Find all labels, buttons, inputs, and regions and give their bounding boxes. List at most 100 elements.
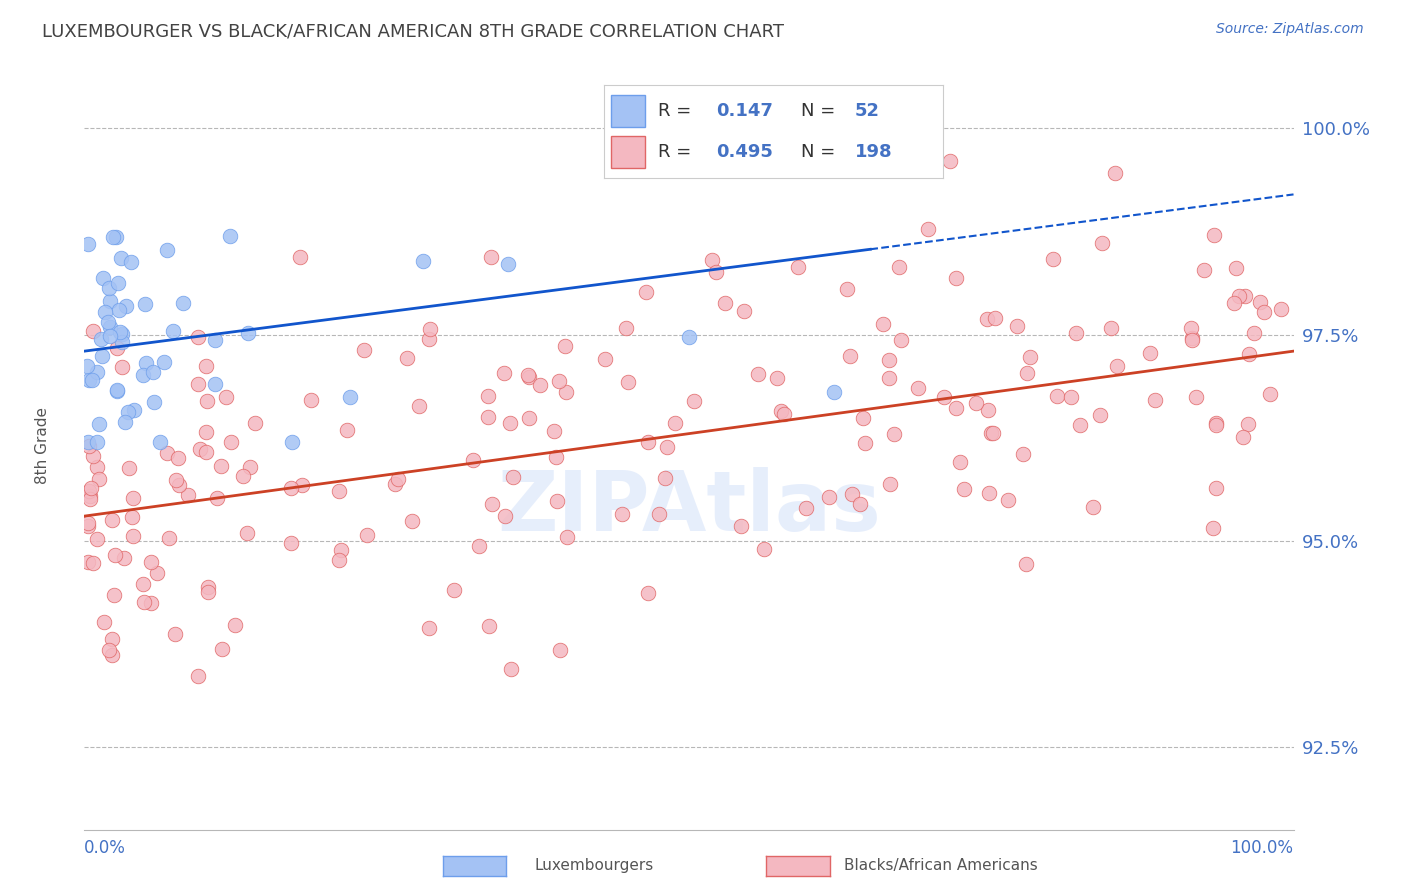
Point (328, 483, 350, 498)
Point (517, 370, 540, 384)
Point (111, 326, 134, 341)
Point (648, 507, 671, 521)
Point (194, 359, 217, 373)
Point (103, 229, 125, 244)
Point (1222, 295, 1244, 310)
Point (478, 619, 501, 633)
Point (548, 374, 571, 388)
Point (105, 384, 128, 398)
Point (86, 460, 108, 475)
Point (387, 472, 409, 486)
Point (463, 453, 485, 467)
Point (934, 390, 956, 404)
Point (94, 305, 117, 319)
Point (1091, 236, 1114, 251)
Point (339, 390, 361, 404)
Point (1143, 392, 1166, 407)
Point (80, 481, 103, 495)
Point (1270, 302, 1292, 317)
Point (214, 390, 236, 404)
Point (418, 621, 440, 635)
Point (977, 486, 1000, 500)
Point (634, 285, 657, 299)
Point (965, 396, 987, 410)
Point (98, 320, 121, 334)
Point (245, 416, 267, 430)
Point (353, 343, 375, 358)
Point (176, 488, 198, 502)
Point (121, 491, 143, 506)
Point (281, 434, 304, 449)
Point (818, 490, 841, 504)
Point (87, 417, 110, 432)
Point (142, 365, 165, 379)
Point (1046, 389, 1069, 403)
Point (1139, 346, 1161, 360)
Point (187, 329, 209, 343)
Point (555, 529, 578, 543)
Point (77, 484, 100, 499)
Point (104, 548, 127, 562)
Point (997, 492, 1019, 507)
Point (980, 426, 1002, 441)
Point (90, 332, 112, 346)
Point (890, 333, 912, 347)
Point (786, 260, 808, 274)
Point (290, 250, 312, 264)
Point (747, 367, 769, 381)
Point (93, 615, 115, 630)
Point (1088, 409, 1111, 423)
Point (837, 282, 859, 296)
Point (730, 519, 752, 533)
Point (186, 377, 208, 392)
Point (981, 425, 1004, 440)
Point (86, 532, 108, 546)
Point (232, 469, 254, 483)
Point (77, 516, 100, 530)
Point (554, 384, 576, 399)
Point (101, 513, 124, 527)
Point (917, 222, 939, 236)
Point (554, 339, 576, 353)
Point (610, 507, 633, 521)
Point (131, 577, 153, 591)
Point (1258, 386, 1281, 401)
Point (79, 489, 101, 503)
Point (120, 255, 142, 269)
Point (395, 351, 418, 365)
Point (1205, 416, 1227, 430)
Point (82, 324, 104, 338)
Point (118, 461, 141, 475)
Point (101, 648, 124, 663)
Point (948, 455, 970, 469)
Point (1202, 227, 1225, 242)
Point (219, 228, 242, 243)
Point (1104, 166, 1126, 180)
Point (841, 487, 863, 501)
Point (204, 376, 226, 391)
Point (418, 332, 440, 346)
Point (194, 445, 217, 459)
Point (108, 325, 131, 339)
Point (107, 303, 129, 318)
Point (156, 243, 179, 257)
Text: Source: ZipAtlas.com: Source: ZipAtlas.com (1216, 22, 1364, 37)
Point (494, 508, 516, 523)
Point (236, 526, 259, 541)
Point (702, 252, 724, 267)
Point (76, 359, 98, 373)
Point (330, 543, 353, 558)
Point (77, 434, 100, 449)
Point (110, 251, 132, 265)
Text: 8th Grade: 8th Grade (35, 408, 49, 484)
Point (1083, 500, 1105, 514)
Point (1185, 390, 1208, 404)
Point (984, 311, 1007, 326)
Point (1015, 558, 1038, 572)
Point (86, 434, 108, 449)
Point (1205, 418, 1227, 433)
Point (111, 359, 134, 374)
Point (877, 371, 900, 385)
Point (733, 304, 755, 318)
Point (236, 326, 259, 340)
